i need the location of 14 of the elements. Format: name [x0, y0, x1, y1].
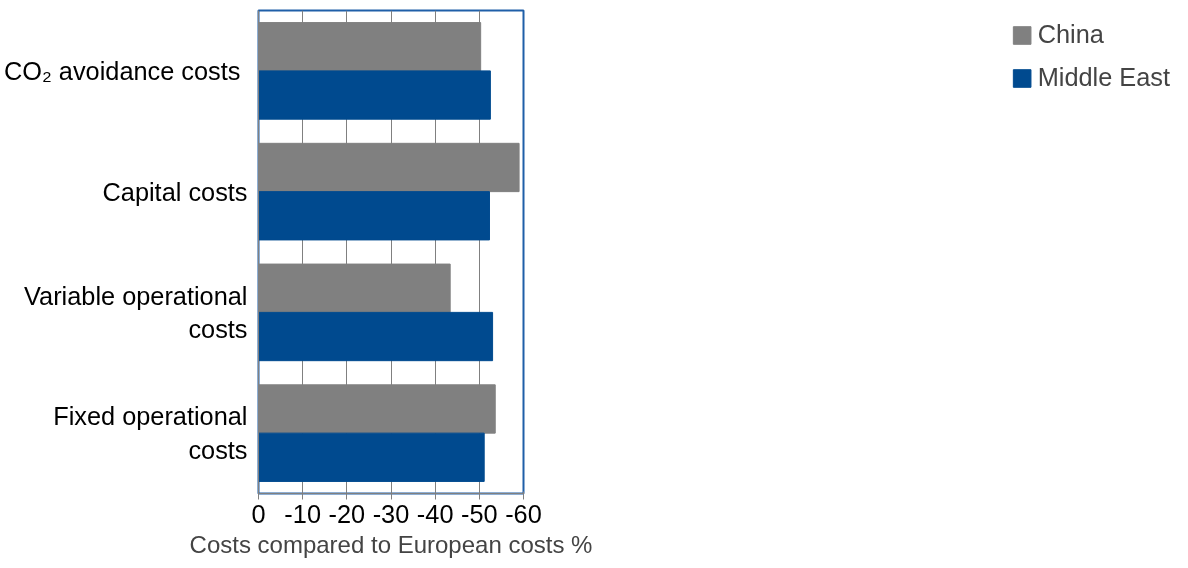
y-tick-label: Variable operational costs — [24, 281, 248, 344]
x-tick-label: 0 — [251, 499, 266, 528]
y-tick-label: Capital costs — [102, 177, 248, 206]
x-tick-label: -60 — [505, 499, 542, 528]
x-tick-label: -10 — [284, 499, 321, 528]
x-tick-label: -20 — [328, 499, 366, 528]
legend-label: Middle East — [1037, 63, 1170, 92]
x-tick-label: -50 — [461, 499, 498, 528]
x-axis-title: Costs compared to European costs % — [189, 530, 593, 558]
y-tick-label: Fixed operational costs — [53, 402, 248, 464]
legend-label: China — [1037, 20, 1104, 49]
x-tick-label: -40 — [416, 499, 454, 528]
x-tick-label: -30 — [372, 499, 410, 528]
y-tick-label: CO₂ avoidance costs — [3, 56, 241, 85]
